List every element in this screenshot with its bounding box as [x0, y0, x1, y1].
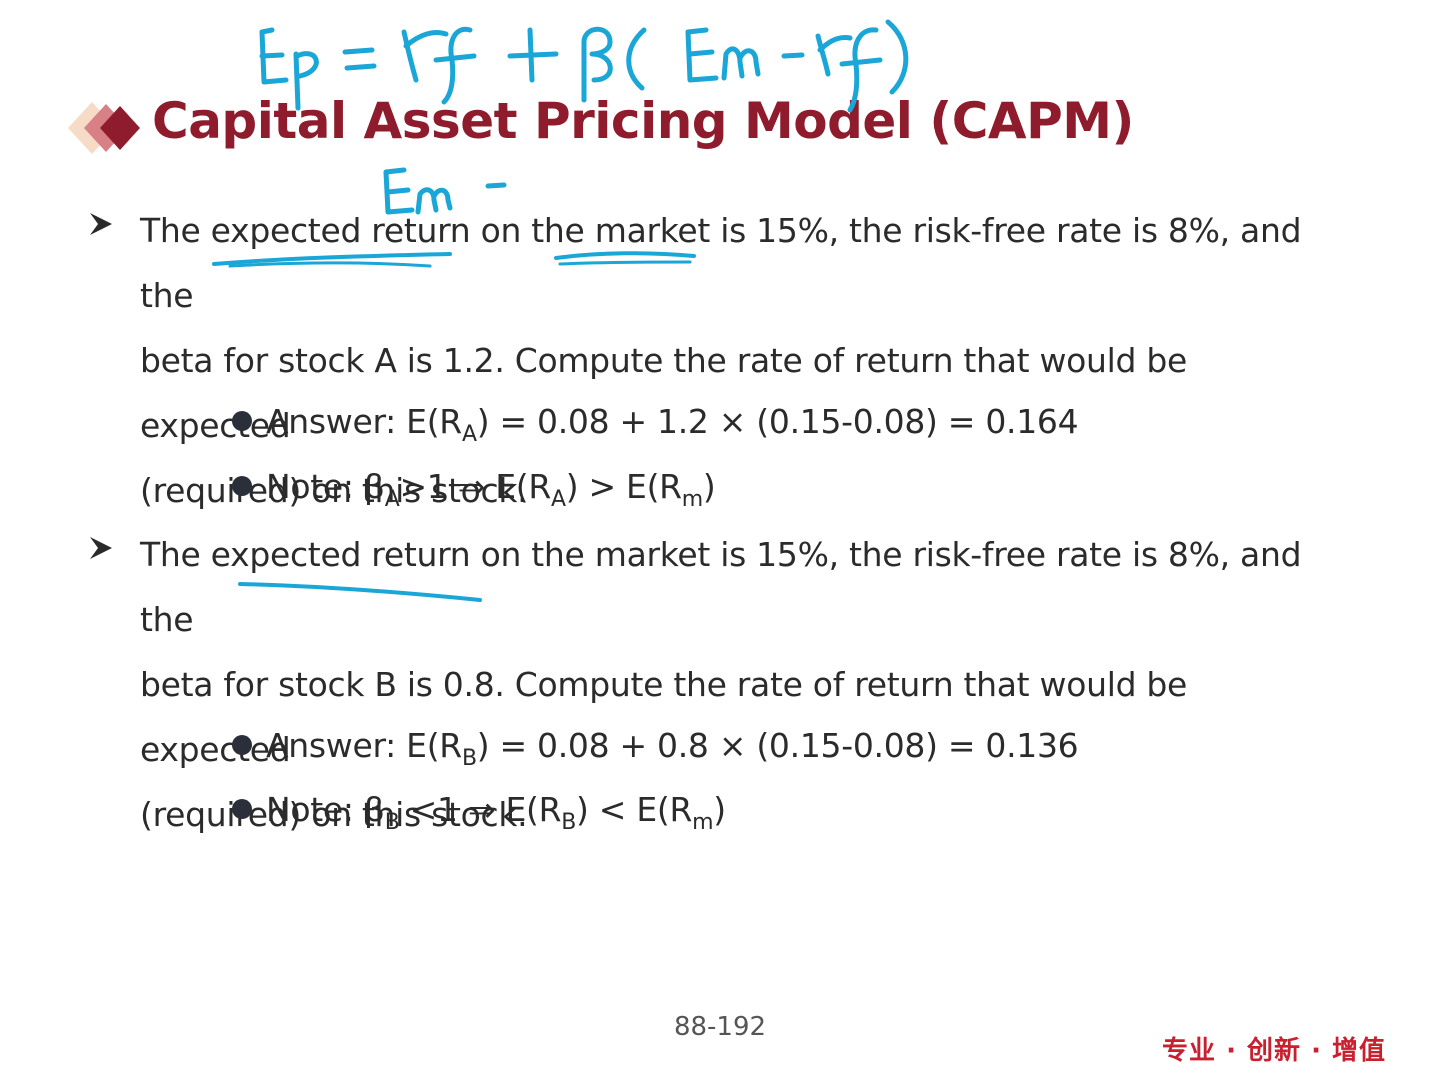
- note-b: Note: βB <1 ⇒ E(RB) < E(Rm): [232, 790, 726, 834]
- slogan: 专业 · 创新 · 增值: [1162, 1036, 1386, 1066]
- bullet-dot-icon: [232, 476, 252, 496]
- question-a-line-3: (required) on this stock.: [140, 471, 528, 510]
- bullet-dot-icon: [232, 411, 252, 431]
- question-b-line-2: beta for stock B is 0.8. Compute the rat…: [140, 665, 1188, 769]
- question-b-line-3: (required) on this stock.: [140, 795, 528, 834]
- question-a-line-2: beta for stock A is 1.2. Compute the rat…: [140, 341, 1187, 445]
- slide-title: Capital Asset Pricing Model (CAPM): [152, 92, 1134, 150]
- answer-a: Answer: E(RA) = 0.08 + 1.2 × (0.15-0.08)…: [232, 402, 1079, 446]
- arrow-bullet-icon: [90, 537, 112, 559]
- bullet-dot-icon: [232, 735, 252, 755]
- title-diamond-icon: [68, 102, 140, 154]
- page-number: 88-192: [673, 1012, 767, 1042]
- question-b-line-1: The expected return on the market is 15%…: [140, 535, 1302, 639]
- note-a: Note: βA>1 ⇒ E(RA) > E(Rm): [232, 467, 716, 511]
- bullet-dot-icon: [232, 799, 252, 819]
- arrow-bullet-icon: [90, 213, 112, 235]
- question-a-line-1: The expected return on the market is 15%…: [140, 211, 1302, 315]
- answer-b: Answer: E(RB) = 0.08 + 0.8 × (0.15-0.08)…: [232, 726, 1079, 770]
